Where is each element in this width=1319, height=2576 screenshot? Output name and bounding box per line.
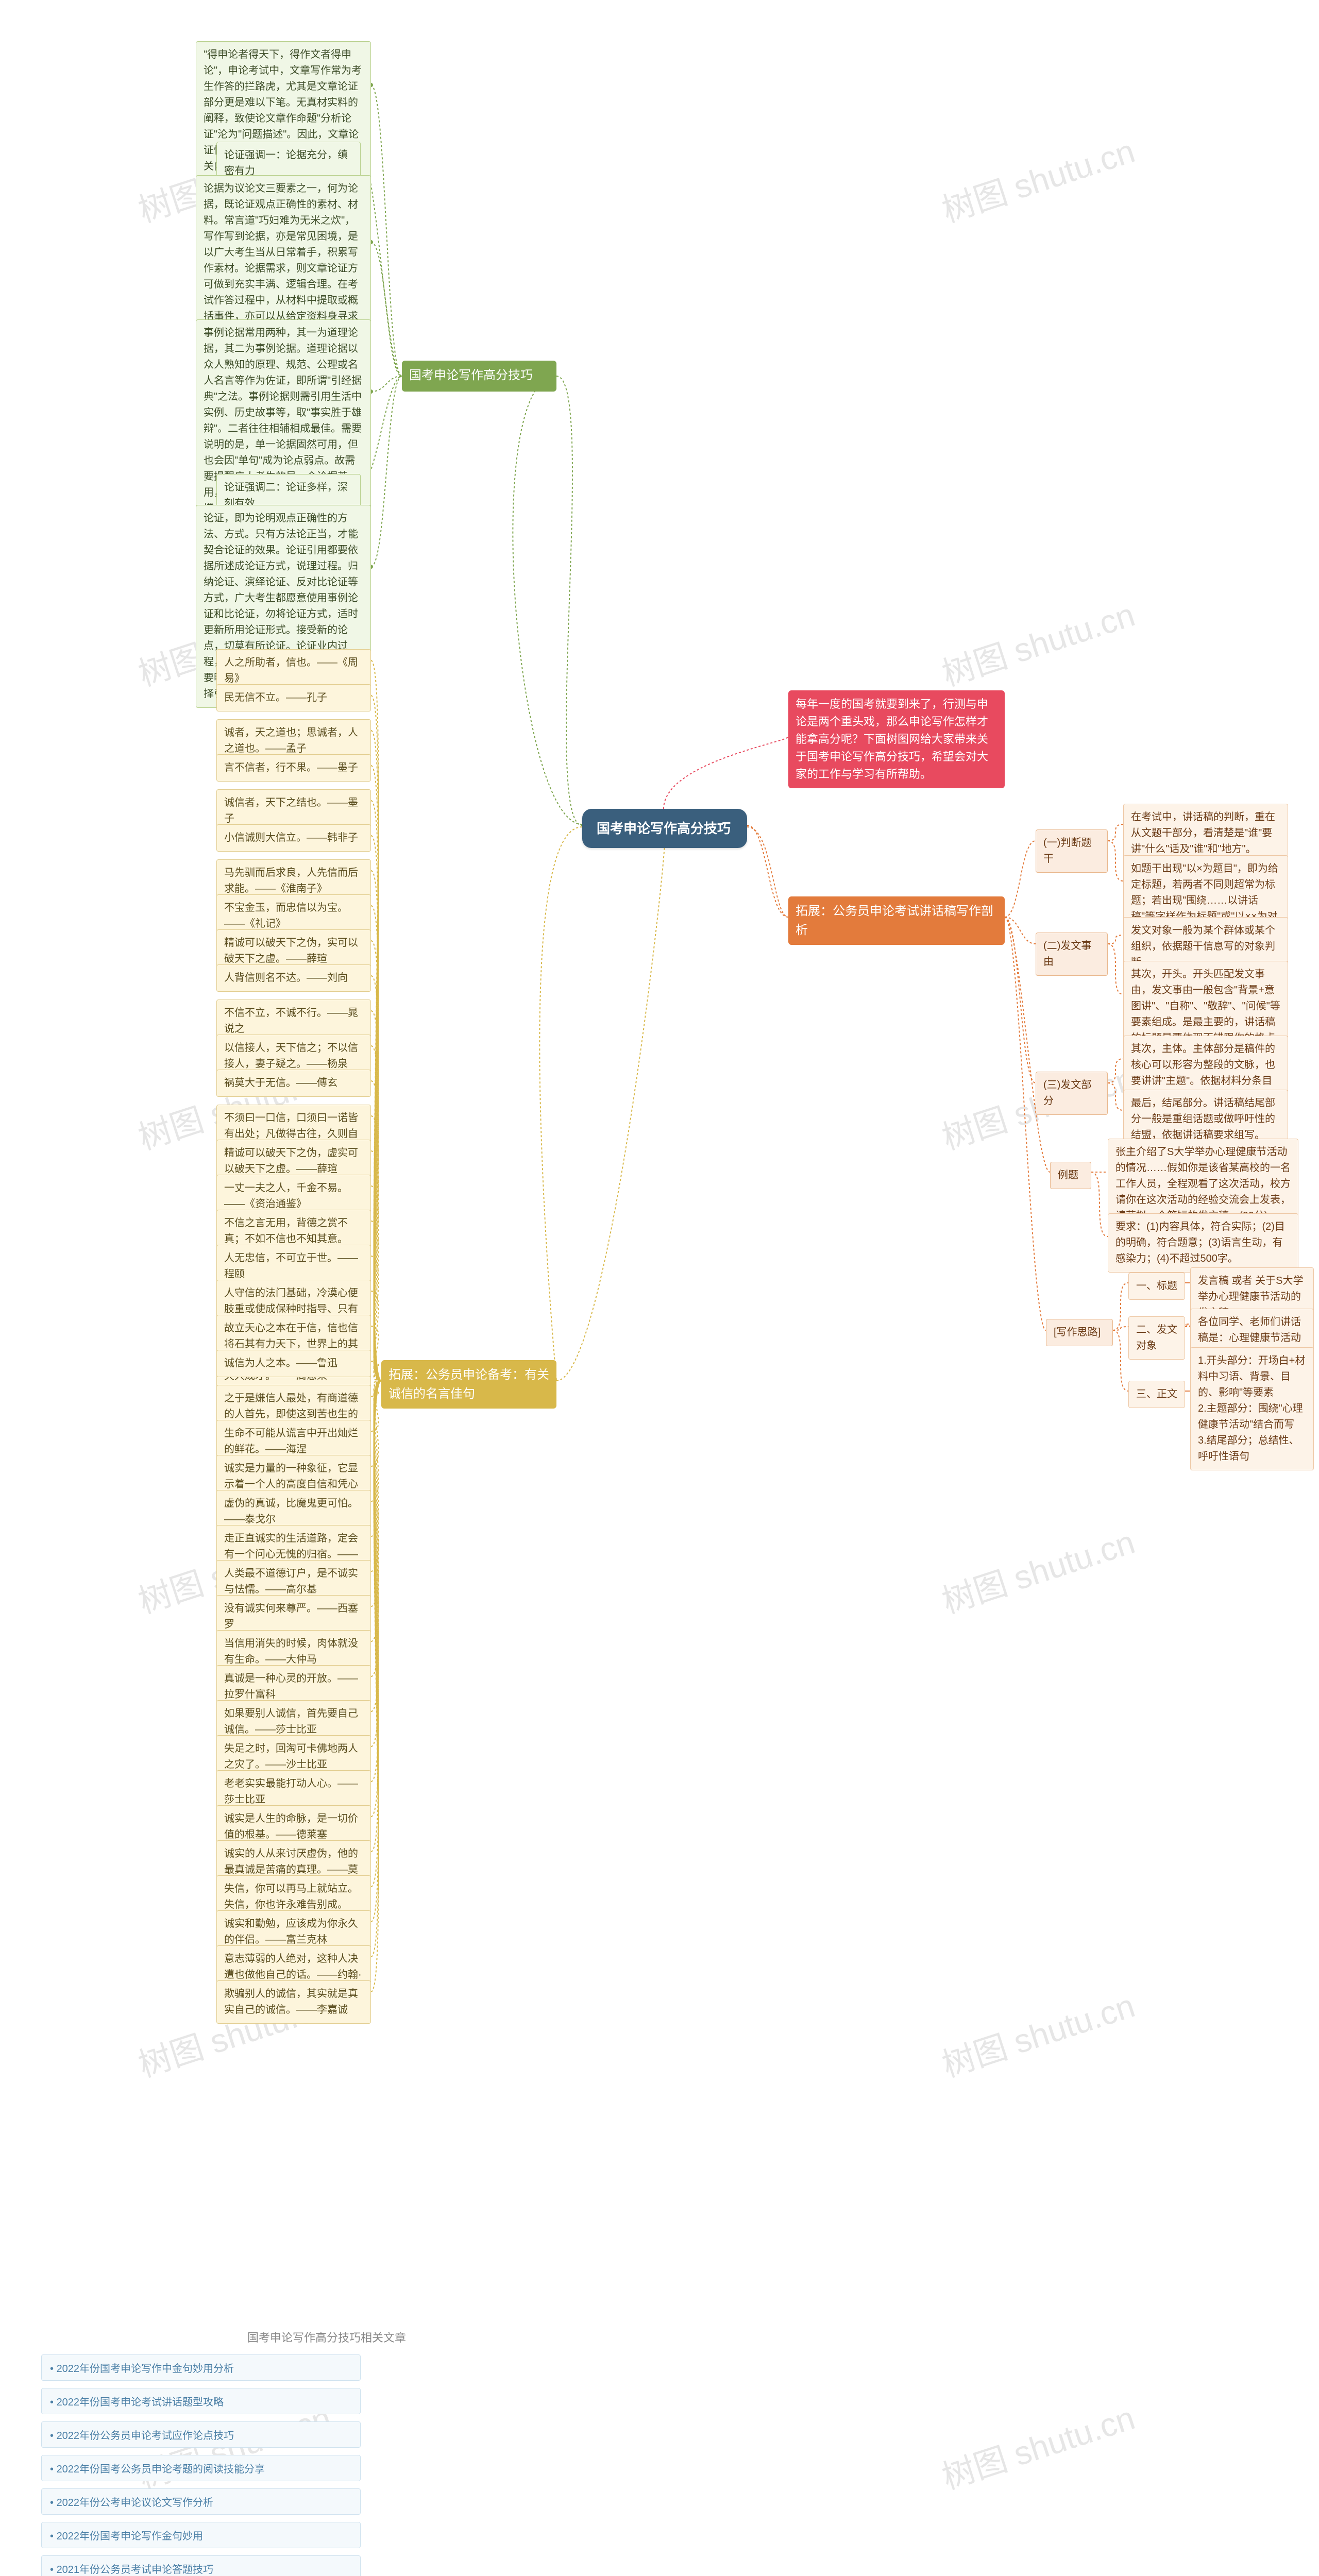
yellow-leaf: 祸莫大于无信。——傅玄 bbox=[216, 1070, 371, 1097]
orange-example-label: 例题 bbox=[1050, 1162, 1091, 1189]
related-item[interactable]: 2022年份国考申论写作金句妙用 bbox=[41, 2522, 361, 2548]
related-item[interactable]: 2022年份国考申论写作中金句妙用分析 bbox=[41, 2354, 361, 2381]
watermark: 树图 shutu.cn bbox=[935, 125, 1140, 231]
related-header: 国考申论写作高分技巧相关文章 bbox=[247, 2329, 406, 2345]
orange-example-req: 要求：(1)内容具体，符合实际；(2)目的明确，符合题意；(3)语言生动，有感染… bbox=[1108, 1213, 1298, 1273]
related-list: 2022年份国考申论写作中金句妙用分析 2022年份国考申论考试讲话题型攻略 202… bbox=[41, 2354, 361, 2576]
related-item[interactable]: 2022年份公务员申论考试应作论点技巧 bbox=[41, 2421, 361, 2448]
watermark: 树图 shutu.cn bbox=[935, 1516, 1140, 1622]
yellow-leaf: 人背信则名不达。——刘向 bbox=[216, 964, 371, 992]
root-node: 国考申论写作高分技巧 bbox=[582, 809, 747, 848]
orange-writing-val: 1.开头部分：开场白+材料中习语、背景、目的、影响"等要素 2.主题部分：围绕"… bbox=[1190, 1347, 1314, 1470]
yellow-leaf: 小信诚则大信立。——韩非子 bbox=[216, 824, 371, 852]
orange-writing-key: 二、发文对象 bbox=[1128, 1316, 1185, 1360]
orange-writing-label: [写作思路] bbox=[1046, 1319, 1113, 1346]
related-item[interactable]: 2022年份国考公务员申论考题的阅读技能分享 bbox=[41, 2455, 361, 2481]
branch-green: 国考申论写作高分技巧 bbox=[402, 361, 556, 392]
orange-writing-key: 一、标题 bbox=[1128, 1273, 1185, 1300]
orange-section-b-label: (二)发文事由 bbox=[1036, 933, 1108, 976]
yellow-leaf: 言不信者，行不果。——墨子 bbox=[216, 754, 371, 782]
orange-section-a-label: (一)判断题干 bbox=[1036, 829, 1108, 873]
mindmap-canvas: 树图 shutu.cn 树图 shutu.cn 树图 shutu.cn 树图 shut… bbox=[0, 0, 1319, 2576]
related-item[interactable]: 2022年份国考申论考试讲话题型攻略 bbox=[41, 2388, 361, 2414]
related-item[interactable]: 2022年份公考申论议论文写作分析 bbox=[41, 2488, 361, 2515]
branch-yellow: 拓展：公务员申论备考：有关诚信的名言佳句 bbox=[381, 1360, 556, 1409]
orange-writing-key: 三、正文 bbox=[1128, 1381, 1185, 1408]
yellow-leaf: 民无信不立。——孔子 bbox=[216, 684, 371, 711]
watermark: 树图 shutu.cn bbox=[935, 588, 1140, 695]
yellow-leaf: 诚信为人之本。——鲁迅 bbox=[216, 1350, 371, 1377]
watermark: 树图 shutu.cn bbox=[935, 2392, 1140, 2498]
watermark: 树图 shutu.cn bbox=[935, 1979, 1140, 2086]
branch-orange: 拓展：公务员申论考试讲话稿写作剖析 bbox=[788, 896, 1005, 945]
related-item[interactable]: 2021年份公务员考试申论答题技巧 bbox=[41, 2555, 361, 2576]
yellow-leaf: 欺骗别人的诚信，其实就是真实自己的诚信。——李嘉诚 bbox=[216, 1980, 371, 2024]
intro-node: 每年一度的国考就要到来了，行测与申论是两个重头戏，那么申论写作怎样才能拿高分呢？… bbox=[788, 690, 1005, 788]
orange-a-leaf: 在考试中，讲话稿的判断，重在从文题干部分，看清楚是"谁"要讲"什么"话及"谁"和… bbox=[1123, 804, 1288, 863]
orange-section-c-label: (三)发文部分 bbox=[1036, 1072, 1108, 1115]
